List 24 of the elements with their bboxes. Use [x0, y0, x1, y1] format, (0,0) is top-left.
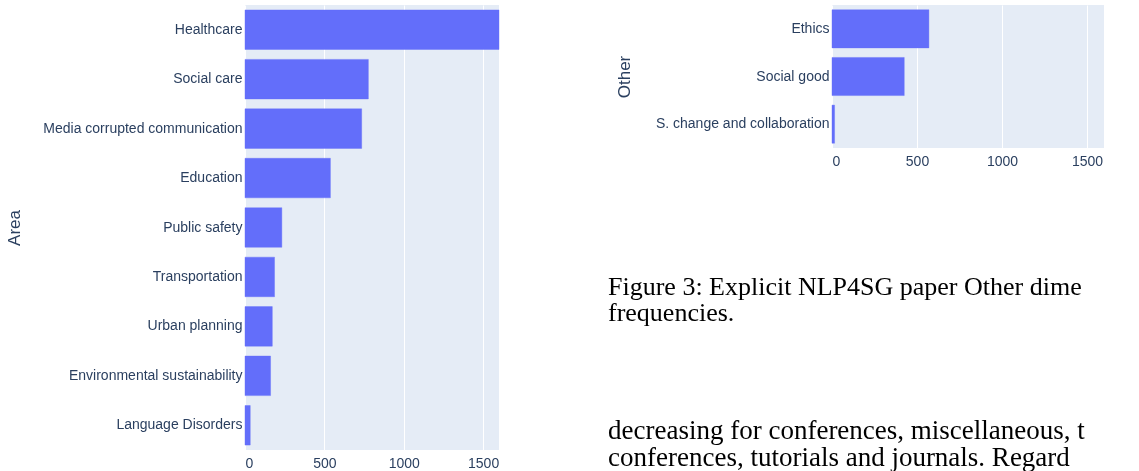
y-axis-title: Area	[4, 209, 24, 246]
caption: Figure 3: Explicit NLP4SG paper Other dime	[608, 272, 1082, 301]
y-tick-label: S. change and collaboration	[655, 115, 830, 132]
x-tick-label: 0	[245, 454, 254, 471]
y-tick-label: Education	[180, 169, 243, 186]
text: decreasing for conferences, miscellaneous, t	[608, 415, 1086, 445]
y-tick-label: Social good	[756, 67, 830, 84]
y-tick-label: Public safety	[163, 218, 243, 235]
x-tick-label: 1000	[986, 152, 1019, 169]
y-tick-label: Social care	[173, 70, 243, 87]
y-tick-label: Media corrupted communication	[43, 119, 243, 136]
y-tick-label: Ethics	[791, 19, 830, 36]
y-axis-title: Other	[614, 55, 634, 99]
x-tick-label: 1000	[388, 454, 421, 471]
y-tick-label: Healthcare	[174, 20, 243, 37]
x-tick-label: 500	[905, 152, 930, 169]
y-tick-label: Language Disorders	[116, 416, 243, 433]
y-tick-label: Transportation	[152, 267, 243, 284]
x-tick-label: 0	[832, 152, 841, 169]
x-tick-label: 1500	[1071, 152, 1104, 169]
x-tick-label: 500	[313, 454, 337, 471]
y-tick-label: Urban planning	[147, 317, 243, 334]
y-tick-label: Environmental sustainability	[68, 366, 243, 383]
x-tick-label: 1500	[468, 454, 500, 471]
